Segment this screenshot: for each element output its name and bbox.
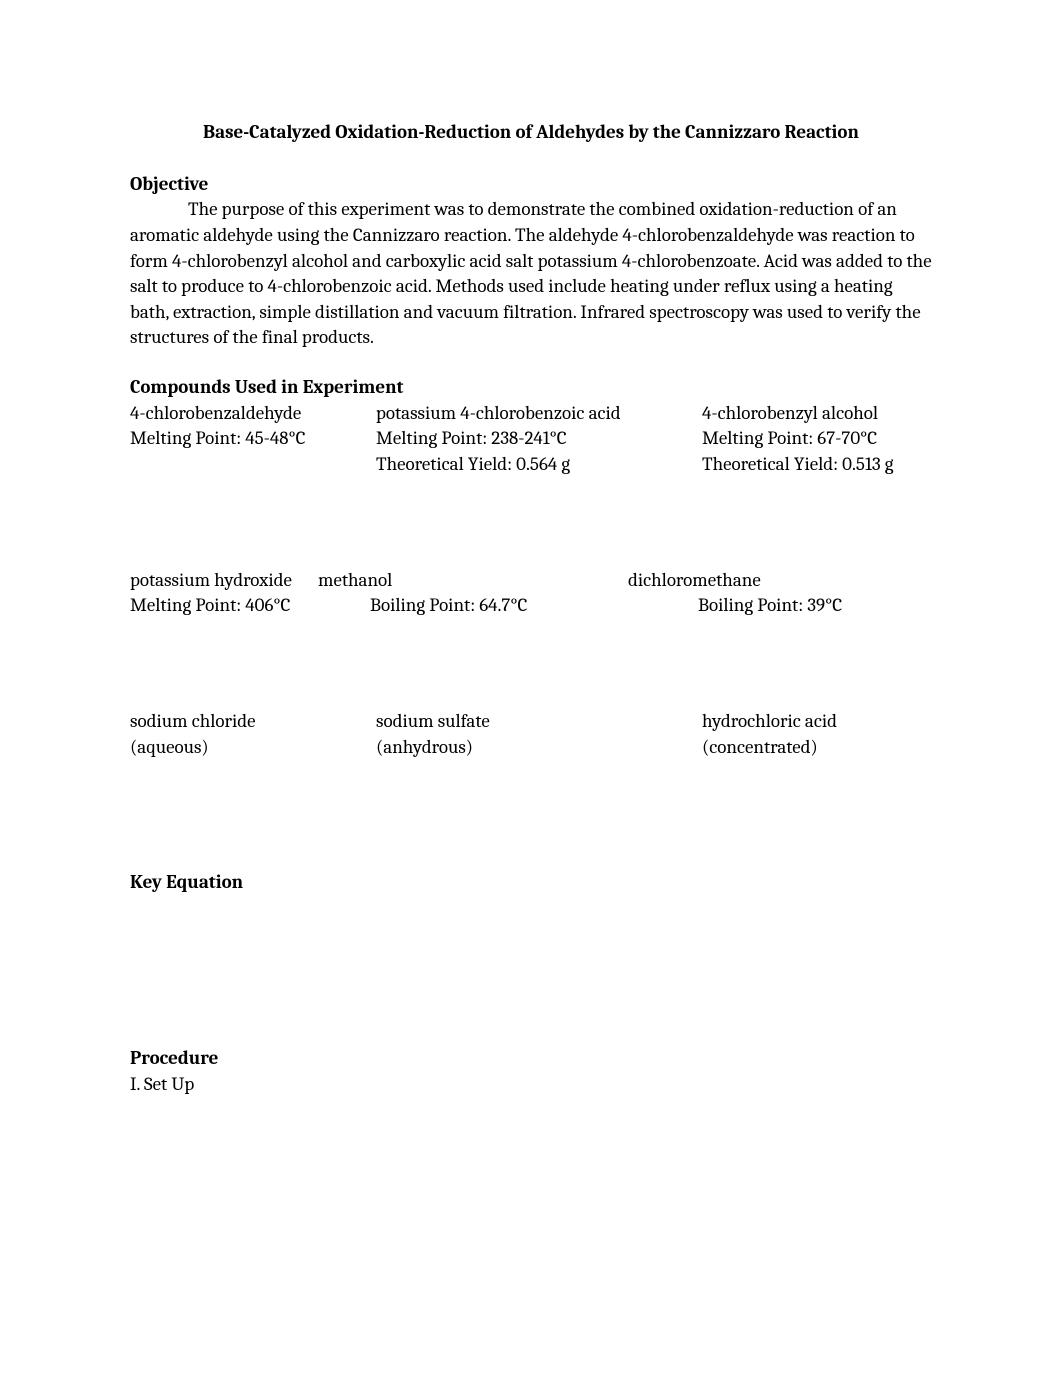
compound-state: (aqueous) (130, 735, 350, 761)
compound-name: 4-chlorobenzyl alcohol (702, 401, 932, 427)
compound-cell: sodium chloride (aqueous) (130, 709, 350, 760)
compounds-row-1: 4-chlorobenzaldehyde Melting Point: 45-4… (130, 401, 932, 478)
compound-theoretical-yield: Theoretical Yield: 0.513 g (702, 452, 932, 478)
compound-cell: 4-chlorobenzyl alcohol Melting Point: 67… (702, 401, 932, 478)
compound-name: methanol (318, 568, 558, 594)
compound-melting-point: Melting Point: 406°C (130, 593, 370, 619)
compound-boiling-point: Boiling Point: 64.7°C (370, 593, 558, 619)
compound-name: potassium hydroxide (130, 568, 318, 594)
key-equation-heading: Key Equation (130, 870, 932, 896)
compound-name: sodium sulfate (376, 709, 676, 735)
compound-melting-point: Melting Point: 238-241°C (376, 426, 676, 452)
compound-state: (anhydrous) (376, 735, 676, 761)
compound-name: hydrochloric acid (702, 709, 932, 735)
objective-body: The purpose of this experiment was to de… (130, 197, 932, 351)
compound-name: 4-chlorobenzaldehyde (130, 401, 350, 427)
compound-cell: hydrochloric acid (concentrated) (702, 709, 932, 760)
procedure-heading: Procedure (130, 1046, 932, 1072)
compound-name: dichloromethane (628, 568, 842, 594)
compounds-row-3: sodium chloride (aqueous) sodium sulfate… (130, 709, 932, 760)
compound-theoretical-yield: Theoretical Yield: 0.564 g (376, 452, 676, 478)
compound-cell: potassium 4-chlorobenzoic acid Melting P… (376, 401, 676, 478)
objective-heading: Objective (130, 172, 932, 198)
procedure-step: I. Set Up (130, 1072, 932, 1098)
compound-cell: sodium sulfate (anhydrous) (376, 709, 676, 760)
compound-state: (concentrated) (702, 735, 932, 761)
compounds-row-2: potassium hydroxide methanol Melting Poi… (130, 568, 932, 619)
document-title: Base-Catalyzed Oxidation-Reduction of Al… (130, 120, 932, 146)
compound-cell: dichloromethane Boiling Point: 39°C (628, 568, 842, 619)
compound-pair: potassium hydroxide methanol Melting Poi… (130, 568, 558, 619)
compound-melting-point: Melting Point: 45-48°C (130, 426, 350, 452)
compound-name: sodium chloride (130, 709, 350, 735)
compounds-heading: Compounds Used in Experiment (130, 375, 932, 401)
compound-name: potassium 4-chlorobenzoic acid (376, 401, 676, 427)
compound-melting-point: Melting Point: 67-70°C (702, 426, 932, 452)
compound-cell: 4-chlorobenzaldehyde Melting Point: 45-4… (130, 401, 350, 478)
compound-boiling-point: Boiling Point: 39°C (628, 593, 842, 619)
